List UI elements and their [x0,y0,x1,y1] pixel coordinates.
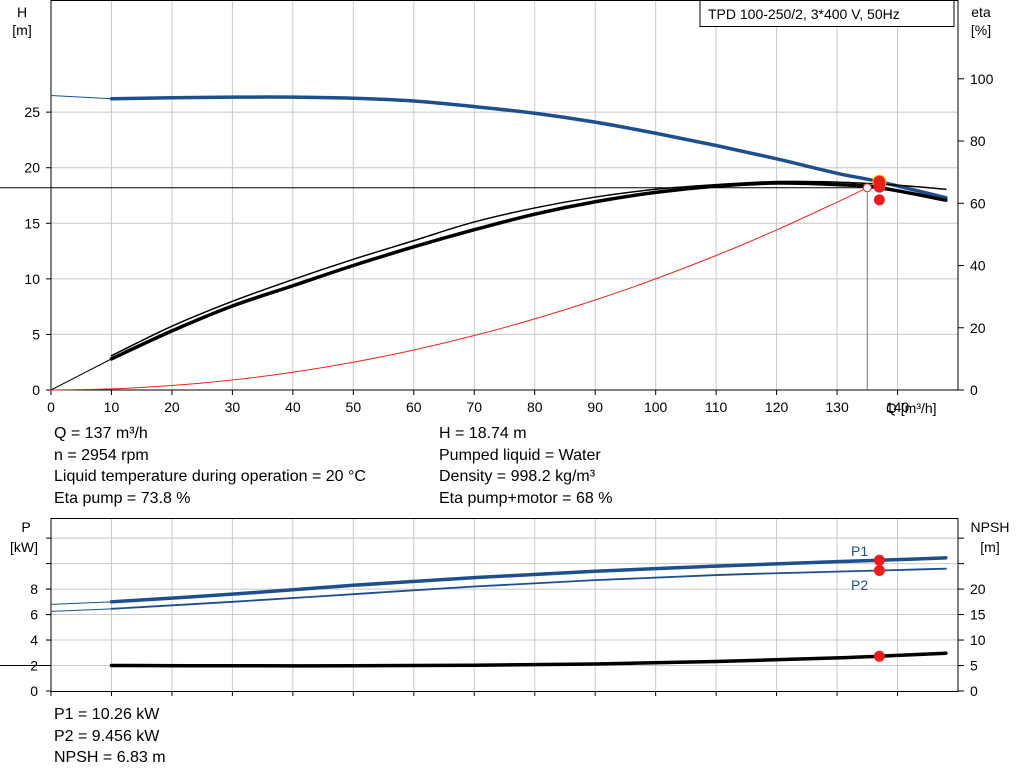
bottom-y-tick-label: 0 [30,683,38,699]
bottom-y2-tick-label: 15 [970,607,986,623]
bottom-y2-label-symbol: NPSH [971,519,1010,535]
info-density: Density = 998.2 kg/m³ [439,468,596,485]
info-eta-pump-motor: Eta pump+motor = 68 % [439,489,613,507]
top-y2-label-unit: [%] [971,22,991,38]
top-y-tick-label: 25 [24,104,40,120]
top-y-label-symbol: H [17,4,27,20]
top-x-tick-label: 70 [466,399,482,415]
top-chart-axes: 0 10 20 30 40 50 60 70 80 90 100 110 120 130 140 0 5 10 15… [24,71,993,415]
top-y2-tick-label: 60 [970,195,986,211]
top-x-tick-label: 20 [164,399,180,415]
bottom-y-tick-label: 6 [30,607,38,623]
bottom-chart-frame [50,518,959,692]
top-y-label-unit: [m] [12,22,31,38]
info-left-column: Q = 137 m³/h n = 2954 rpm Liquid tempera… [54,423,366,509]
bottom-series-line-4 [109,651,948,668]
bottom-y-tick-label: 8 [30,581,38,597]
bottom-y-label-unit: [kW] [10,539,38,555]
top-y2-tick-label: 80 [970,133,986,149]
top-y2-tick-label: 100 [970,71,994,87]
bottom-chart-markers [873,554,885,662]
top-series-line-0 [109,95,948,200]
bottom-series-line-1 [110,567,947,610]
bottom-chart-series [50,556,948,668]
bottom-marker-2 [873,650,885,662]
top-y-tick-label: 20 [24,160,40,176]
bottom-series-line-2 [50,601,112,605]
info-speed: n = 2954 rpm [54,446,149,464]
top-x-tick-label: 120 [765,399,789,415]
bottom-y-label-symbol: P [21,519,30,535]
top-x-label: Q [m³/h] [886,400,937,416]
top-x-tick-label: 40 [285,399,301,415]
p1-curve-label: P1 [851,543,868,559]
top-chart-frame [50,0,959,391]
top-x-tick-label: 110 [705,399,728,415]
bottom-y2-tick-label: 10 [970,632,986,648]
top-x-tick-label: 140 [886,399,910,415]
top-chart-grid [51,1,958,390]
top-chart-markers [872,174,887,206]
top-chart-series [0,94,948,391]
bottom-series-line-0 [109,556,948,604]
top-y-tick-label: 10 [24,271,40,287]
duty-point-marker [862,183,872,193]
bottom-y2-tick-label: 5 [970,658,978,674]
info-head: H = 18.74 m [439,425,527,442]
top-series-line-6 [50,187,868,391]
info-liquid-temperature: Liquid temperature during operation = 20… [54,468,366,485]
top-x-tick-label: 50 [346,399,362,415]
title-box-text: TPD 100-250/2, 3*400 V, 50Hz [708,6,900,22]
top-series-line-1 [50,94,112,100]
top-series-line-4 [50,358,112,391]
info-power-column: P1 = 10.26 kW P2 = 9.456 kW NPSH = 6.83 … [54,704,166,769]
top-series-line-3 [110,180,947,357]
bottom-marker-0 [873,554,885,566]
top-x-tick-label: 10 [104,399,120,415]
top-x-tick-label: 80 [527,399,543,415]
top-y-tick-label: 0 [32,382,40,398]
bottom-marker-1 [873,565,885,577]
bottom-series-line-3 [50,608,112,612]
top-marker-2 [873,194,885,206]
info-right-column: H = 18.74 m Pumped liquid = Water Densit… [439,423,612,509]
bottom-y2-tick-label: 20 [970,581,986,597]
info-p1: P1 = 10.26 kW [54,706,160,723]
top-series-line-2 [109,181,948,361]
title-box [699,0,955,27]
top-x-tick-label: 90 [587,399,603,415]
top-y2-tick-label: 0 [970,382,978,398]
info-flow: Q = 137 m³/h [54,425,148,442]
info-npsh: NPSH = 6.83 m [54,749,166,766]
top-x-tick-label: 60 [406,399,422,415]
top-x-tick-label: 30 [225,399,241,415]
bottom-y2-label-unit: [m] [980,539,999,555]
top-marker-1 [873,180,886,193]
top-y-tick-label: 15 [24,215,40,231]
top-x-tick-label: 0 [47,399,55,415]
top-y2-label-symbol: eta [971,4,991,20]
top-x-tick-label: 130 [825,399,849,415]
info-pumped-liquid: Pumped liquid = Water [439,446,601,464]
info-p2: P2 = 9.456 kW [54,727,160,745]
top-y2-tick-label: 40 [970,258,986,274]
top-x-tick-label: 100 [644,399,668,415]
bottom-y-tick-label: 4 [30,632,38,648]
bottom-y2-tick-label: 0 [970,683,978,699]
top-y2-tick-label: 20 [970,320,986,336]
info-eta-pump: Eta pump = 73.8 % [54,489,191,507]
p2-curve-label: P2 [851,577,868,593]
top-y-tick-label: 5 [32,326,40,342]
